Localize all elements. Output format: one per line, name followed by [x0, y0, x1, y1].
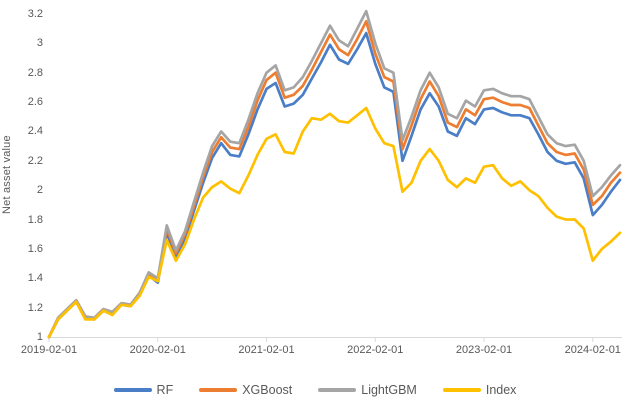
- y-tick-label: 2.4: [27, 125, 43, 138]
- y-tick-label: 1: [36, 331, 43, 343]
- y-tick-label: 2.8: [27, 66, 43, 79]
- y-tick-label: 1.4: [27, 272, 43, 285]
- series-line-lightgbm: [47, 9, 622, 339]
- y-tick-label: 2: [36, 184, 43, 197]
- series-line-rf: [47, 31, 622, 339]
- y-tick-label: 3: [36, 37, 43, 50]
- y-tick-label: 3.2: [27, 8, 43, 20]
- x-tick-label: 2020-02-01: [129, 344, 186, 356]
- x-tick-label: 2021-02-01: [238, 344, 295, 356]
- y-tick-label: 1.2: [27, 301, 43, 314]
- legend-item-xgboost[interactable]: XGBoost: [199, 383, 292, 397]
- series-line-index: [47, 106, 622, 339]
- x-tick-label: 2023-02-01: [455, 344, 513, 356]
- index-line-swatch-icon: [442, 388, 481, 392]
- y-tick-label: 1.6: [27, 242, 43, 255]
- y-tick-label: 2.2: [27, 154, 43, 167]
- legend-label: RF: [156, 383, 174, 397]
- x-tick-label: 2019-02-01: [20, 344, 78, 356]
- y-tick-label: 2.6: [27, 96, 43, 109]
- legend-label: Index: [485, 383, 517, 397]
- x-tick-label: 2022-02-01: [347, 344, 404, 356]
- legend-item-index[interactable]: Index: [442, 383, 517, 397]
- legend-label: XGBoost: [242, 383, 293, 397]
- y-tick-label: 1.8: [27, 213, 43, 226]
- legend-label: LightGBM: [361, 383, 417, 397]
- xgboost-line-swatch-icon: [199, 388, 238, 392]
- chart-legend: RF XGBoost LightGBM Index: [0, 380, 630, 400]
- rf-line-swatch-icon: [113, 388, 152, 392]
- series-line-xgboost: [47, 19, 622, 339]
- legend-item-lightgbm[interactable]: LightGBM: [318, 383, 417, 397]
- x-tick-label: 2024-02-01: [564, 344, 621, 356]
- legend-item-rf[interactable]: RF: [113, 383, 174, 397]
- lightgbm-line-swatch-icon: [318, 388, 357, 392]
